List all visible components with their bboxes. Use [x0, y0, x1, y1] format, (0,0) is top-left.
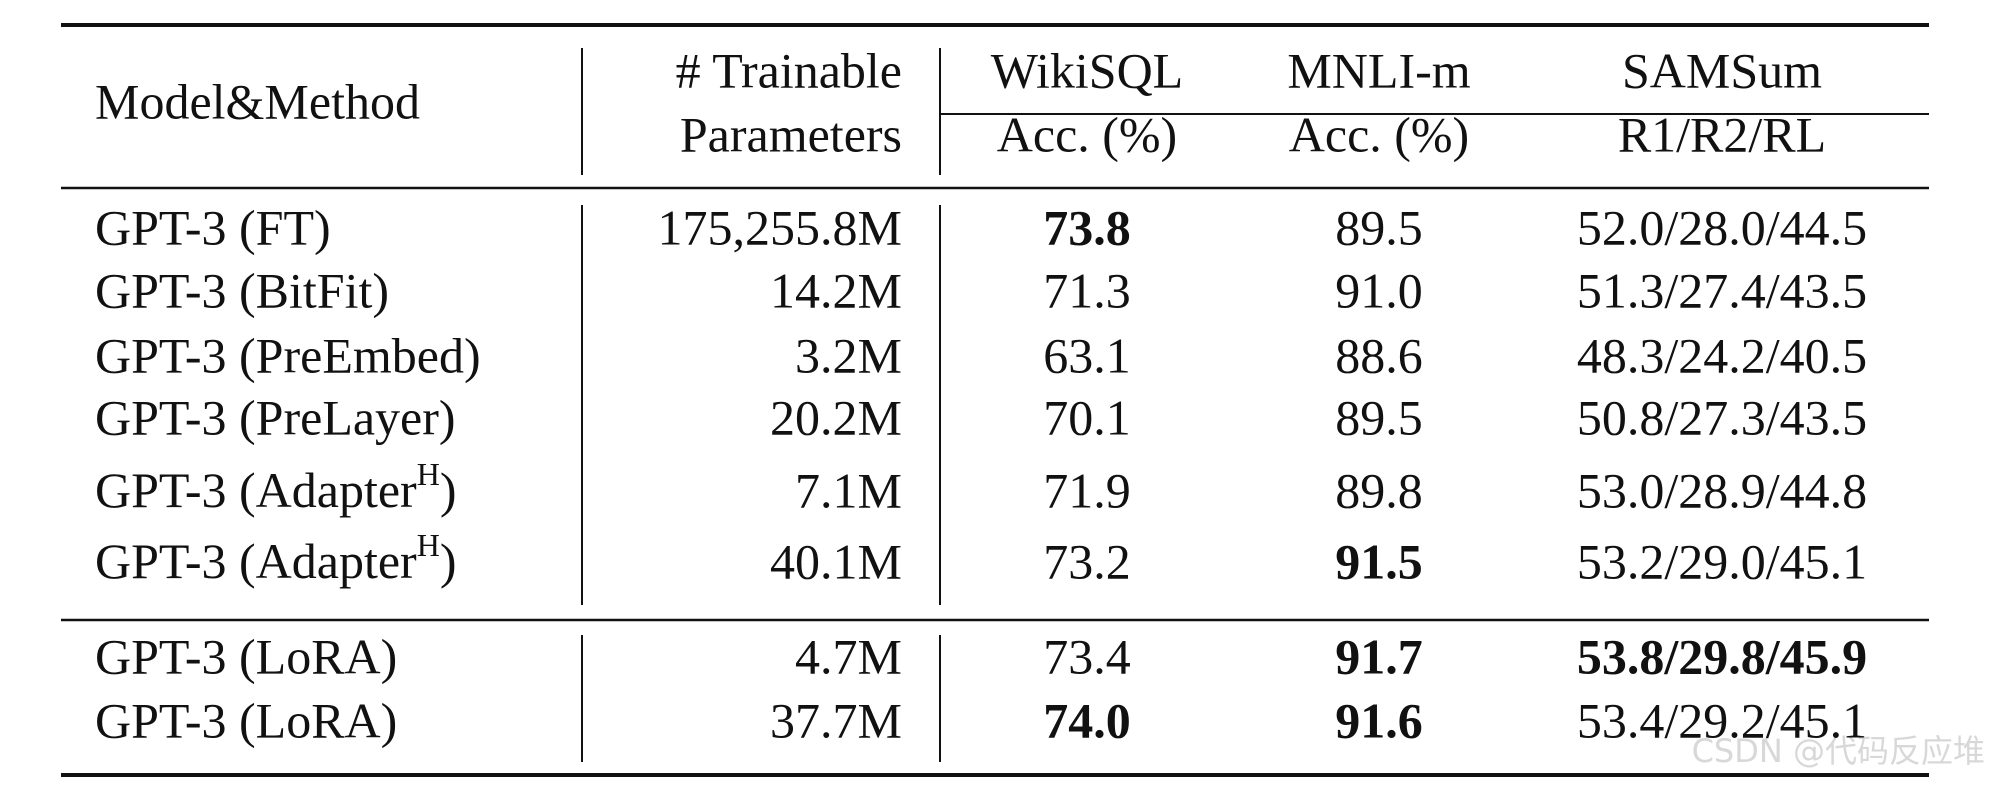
params-cell: 14.2M — [770, 262, 902, 318]
header-mnli: Acc. (%) — [1289, 106, 1469, 162]
model-cell: GPT-3 (FT) — [95, 199, 331, 255]
params-cell: 7.1M — [795, 462, 902, 518]
mnli-cell: 88.6 — [1335, 327, 1423, 383]
samsum-cell: 51.3/27.4/43.5 — [1577, 262, 1867, 318]
model-cell: GPT-3 (LoRA) — [95, 692, 397, 748]
samsum-cell: 50.8/27.3/43.5 — [1577, 389, 1867, 445]
samsum-cell: 53.0/28.9/44.8 — [1577, 462, 1867, 518]
model-cell: GPT-3 (PreLayer) — [95, 389, 456, 445]
header-wikisql: Acc. (%) — [997, 106, 1177, 162]
samsum-cell: 53.8/29.8/45.9 — [1577, 628, 1867, 684]
params-cell: 3.2M — [795, 327, 902, 383]
model-cell: GPT-3 (LoRA) — [95, 628, 397, 684]
samsum-cell: 48.3/24.2/40.5 — [1577, 327, 1867, 383]
model-cell: GPT-3 (BitFit) — [95, 262, 389, 318]
mnli-cell: 91.0 — [1335, 262, 1423, 318]
params-cell: 4.7M — [795, 628, 902, 684]
model-cell: GPT-3 (AdapterH) — [95, 456, 456, 518]
samsum-cell: 53.4/29.2/45.1 — [1577, 692, 1867, 748]
header-model: Model&Method — [95, 73, 420, 129]
mnli-cell: 89.5 — [1335, 199, 1423, 255]
mnli-cell: 89.8 — [1335, 462, 1423, 518]
watermark: CSDN @代码反应堆 — [1692, 732, 1985, 770]
header-mnli: MNLI-m — [1287, 42, 1470, 98]
model-cell: GPT-3 (AdapterH) — [95, 527, 456, 589]
model-cell: GPT-3 (PreEmbed) — [95, 327, 481, 383]
wikisql-cell: 73.8 — [1043, 199, 1131, 255]
wikisql-cell: 63.1 — [1043, 327, 1131, 383]
mnli-cell: 91.6 — [1335, 692, 1423, 748]
samsum-cell: 53.2/29.0/45.1 — [1577, 533, 1867, 589]
wikisql-cell: 74.0 — [1043, 692, 1131, 748]
samsum-cell: 52.0/28.0/44.5 — [1577, 199, 1867, 255]
header-wikisql: WikiSQL — [991, 42, 1183, 98]
header-params: Parameters — [680, 106, 902, 162]
params-cell: 40.1M — [770, 533, 902, 589]
params-cell: 37.7M — [770, 692, 902, 748]
mnli-cell: 89.5 — [1335, 389, 1423, 445]
text-part: ) — [440, 533, 457, 589]
mnli-cell: 91.5 — [1335, 533, 1423, 589]
text-part: ) — [440, 462, 457, 518]
mnli-cell: 91.7 — [1335, 628, 1423, 684]
text-part: GPT-3 (Adapter — [95, 533, 417, 589]
superscript: H — [417, 527, 440, 563]
superscript: H — [417, 456, 440, 492]
wikisql-cell: 73.2 — [1043, 533, 1131, 589]
header-samsum: R1/R2/RL — [1618, 106, 1826, 162]
wikisql-cell: 70.1 — [1043, 389, 1131, 445]
wikisql-cell: 73.4 — [1043, 628, 1131, 684]
header-samsum: SAMSum — [1622, 42, 1822, 98]
wikisql-cell: 71.9 — [1043, 462, 1131, 518]
params-cell: 20.2M — [770, 389, 902, 445]
wikisql-cell: 71.3 — [1043, 262, 1131, 318]
text-part: GPT-3 (Adapter — [95, 462, 417, 518]
header-params: # Trainable — [676, 42, 902, 98]
params-cell: 175,255.8M — [658, 199, 902, 255]
